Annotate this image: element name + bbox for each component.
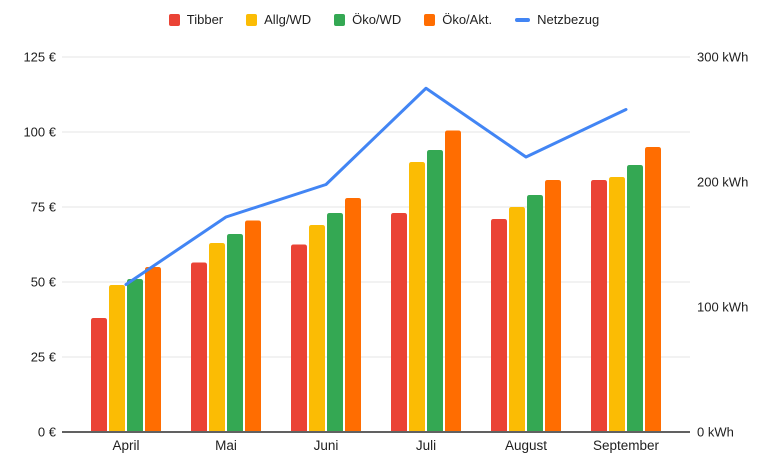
x-axis-label: Mai <box>215 438 237 453</box>
netzbezug-line <box>124 86 628 286</box>
netzbezug-line-swatch-icon <box>515 17 531 22</box>
bar--ko-wd <box>427 150 443 432</box>
oeko-akt-swatch-icon <box>424 13 436 26</box>
bar--ko-akt- <box>245 220 261 432</box>
left-axis-tick-label: 25 € <box>31 350 57 365</box>
bar--ko-akt- <box>645 147 661 432</box>
legend-label-tibber: Tibber <box>186 12 224 27</box>
bar-tibber <box>491 219 507 432</box>
allg-wd-swatch-icon <box>246 13 258 26</box>
legend-item-oeko-wd[interactable]: Öko/WD <box>334 13 401 26</box>
bar-tibber <box>91 318 107 432</box>
tibber-swatch-icon <box>168 13 180 26</box>
bar-allg-wd <box>109 285 125 432</box>
x-axis-label: Juni <box>314 438 339 453</box>
left-axis-tick-label: 75 € <box>31 200 57 215</box>
bar--ko-akt- <box>145 267 161 432</box>
bar--ko-wd <box>327 213 343 432</box>
x-axis-label: April <box>112 438 139 453</box>
legend-item-tibber[interactable]: Tibber <box>168 12 224 27</box>
legend-item-netzbezug[interactable]: Netzbezug <box>515 13 599 26</box>
bar--ko-wd <box>227 234 243 432</box>
right-axis-tick-label: 100 kWh <box>697 300 748 315</box>
right-axis-tick-label: 300 kWh <box>697 50 748 65</box>
bar--ko-akt- <box>345 198 361 432</box>
legend-label-allg-wd: Allg/WD <box>264 12 312 27</box>
bar-tibber <box>291 244 307 432</box>
bar-allg-wd <box>509 207 525 432</box>
bar-allg-wd <box>409 162 425 432</box>
x-axis-label: September <box>593 438 660 453</box>
oeko-wd-swatch-icon <box>334 13 346 26</box>
legend-label-netzbezug: Netzbezug <box>537 12 600 27</box>
bar-allg-wd <box>309 225 325 432</box>
x-axis-label: Juli <box>416 438 436 453</box>
left-axis-tick-label: 50 € <box>31 275 57 290</box>
left-axis-tick-label: 100 € <box>23 125 56 140</box>
bar-allg-wd <box>609 177 625 432</box>
left-axis-tick-label: 0 € <box>38 425 57 440</box>
right-axis-tick-label: 200 kWh <box>697 175 748 190</box>
bar-tibber <box>591 180 607 432</box>
bar--ko-wd <box>627 165 643 432</box>
bar-tibber <box>191 262 207 432</box>
bar--ko-akt- <box>545 180 561 432</box>
left-axis-tick-label: 125 € <box>23 50 56 65</box>
bar--ko-akt- <box>445 130 461 432</box>
legend-item-oeko-akt[interactable]: Öko/Akt. <box>424 13 492 26</box>
bar-tibber <box>391 213 407 432</box>
legend-item-allg-wd[interactable]: Allg/WD <box>246 13 311 26</box>
bar--ko-wd <box>127 279 143 432</box>
legend-label-oeko-wd: Öko/WD <box>352 12 402 27</box>
x-axis-label: August <box>505 438 547 453</box>
bar-allg-wd <box>209 243 225 432</box>
legend-label-oeko-akt: Öko/Akt. <box>442 12 493 27</box>
chart-legend: Tibber Allg/WD Öko/WD Öko/Akt. Netzbezug <box>0 13 768 26</box>
bar--ko-wd <box>527 195 543 432</box>
right-axis-tick-label: 0 kWh <box>697 425 734 440</box>
